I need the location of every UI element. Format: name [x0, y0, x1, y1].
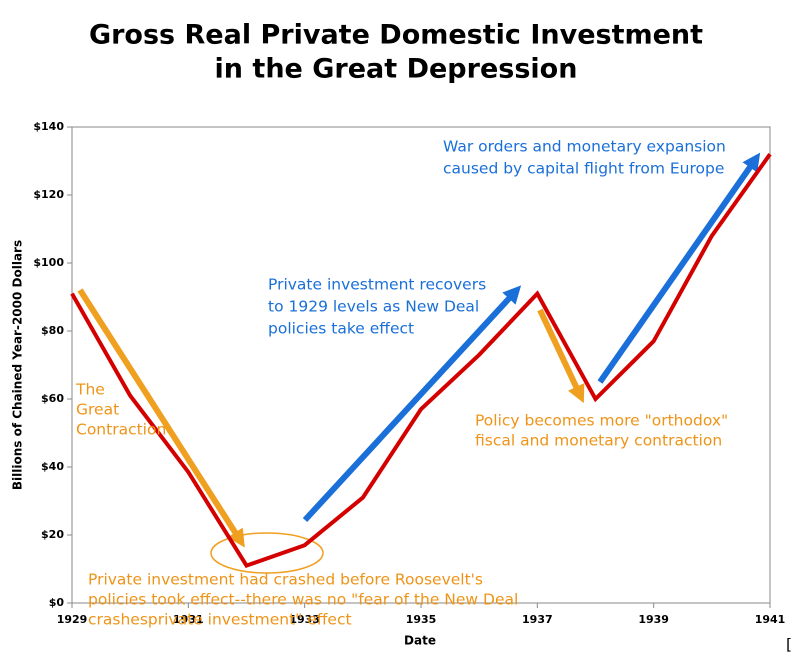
x-tick-label: 1931: [173, 613, 204, 626]
x-tick-label: 1929: [57, 613, 88, 626]
annotation: policies took effect--there was no "fear…: [88, 591, 518, 609]
annotation: Great: [76, 401, 119, 419]
x-tick-label: 1935: [406, 613, 437, 626]
annotation: crashesprivate investment" effect: [88, 611, 352, 629]
y-tick-label: $40: [41, 460, 64, 473]
annotation: Private investment had crashed before Ro…: [88, 571, 483, 589]
x-tick-label: 1939: [638, 613, 669, 626]
chart-title: Gross Real Private Domestic Investment: [89, 20, 703, 51]
arrow: [77, 288, 245, 548]
arrow: [537, 308, 585, 404]
y-tick-label: $20: [41, 528, 64, 541]
chart-title: in the Great Depression: [215, 54, 578, 85]
annotation: War orders and monetary expansion: [443, 138, 726, 156]
arrow: [302, 285, 522, 523]
plot-area: [71, 126, 771, 604]
x-axis-label: Date: [404, 634, 436, 648]
y-tick-label: $140: [33, 120, 64, 133]
x-tick-label: 1941: [755, 613, 786, 626]
y-axis-label: Billions of Chained Year-2000 Dollars: [11, 240, 25, 490]
annotation: Contraction: [76, 421, 166, 439]
y-tick-label: $80: [41, 324, 64, 337]
annotation: caused by capital flight from Europe: [443, 160, 724, 178]
annotation: [: [786, 636, 791, 654]
annotation: The: [75, 381, 105, 399]
annotation: fiscal and monetary contraction: [475, 432, 722, 450]
annotation: policies take effect: [268, 320, 414, 338]
data-line: [70, 153, 772, 569]
y-tick-label: $120: [33, 188, 64, 201]
x-tick-label: 1933: [289, 613, 320, 626]
arrow: [597, 152, 761, 384]
annotation: to 1929 levels as New Deal: [268, 298, 479, 316]
annotation: Private investment recovers: [268, 276, 486, 294]
x-tick-label: 1937: [522, 613, 553, 626]
y-tick-label: $0: [49, 596, 65, 609]
annotation: Policy becomes more "orthodox": [475, 412, 728, 430]
y-tick-label: $60: [41, 392, 64, 405]
highlight-ellipse: [210, 532, 324, 574]
y-tick-label: $100: [33, 256, 64, 269]
